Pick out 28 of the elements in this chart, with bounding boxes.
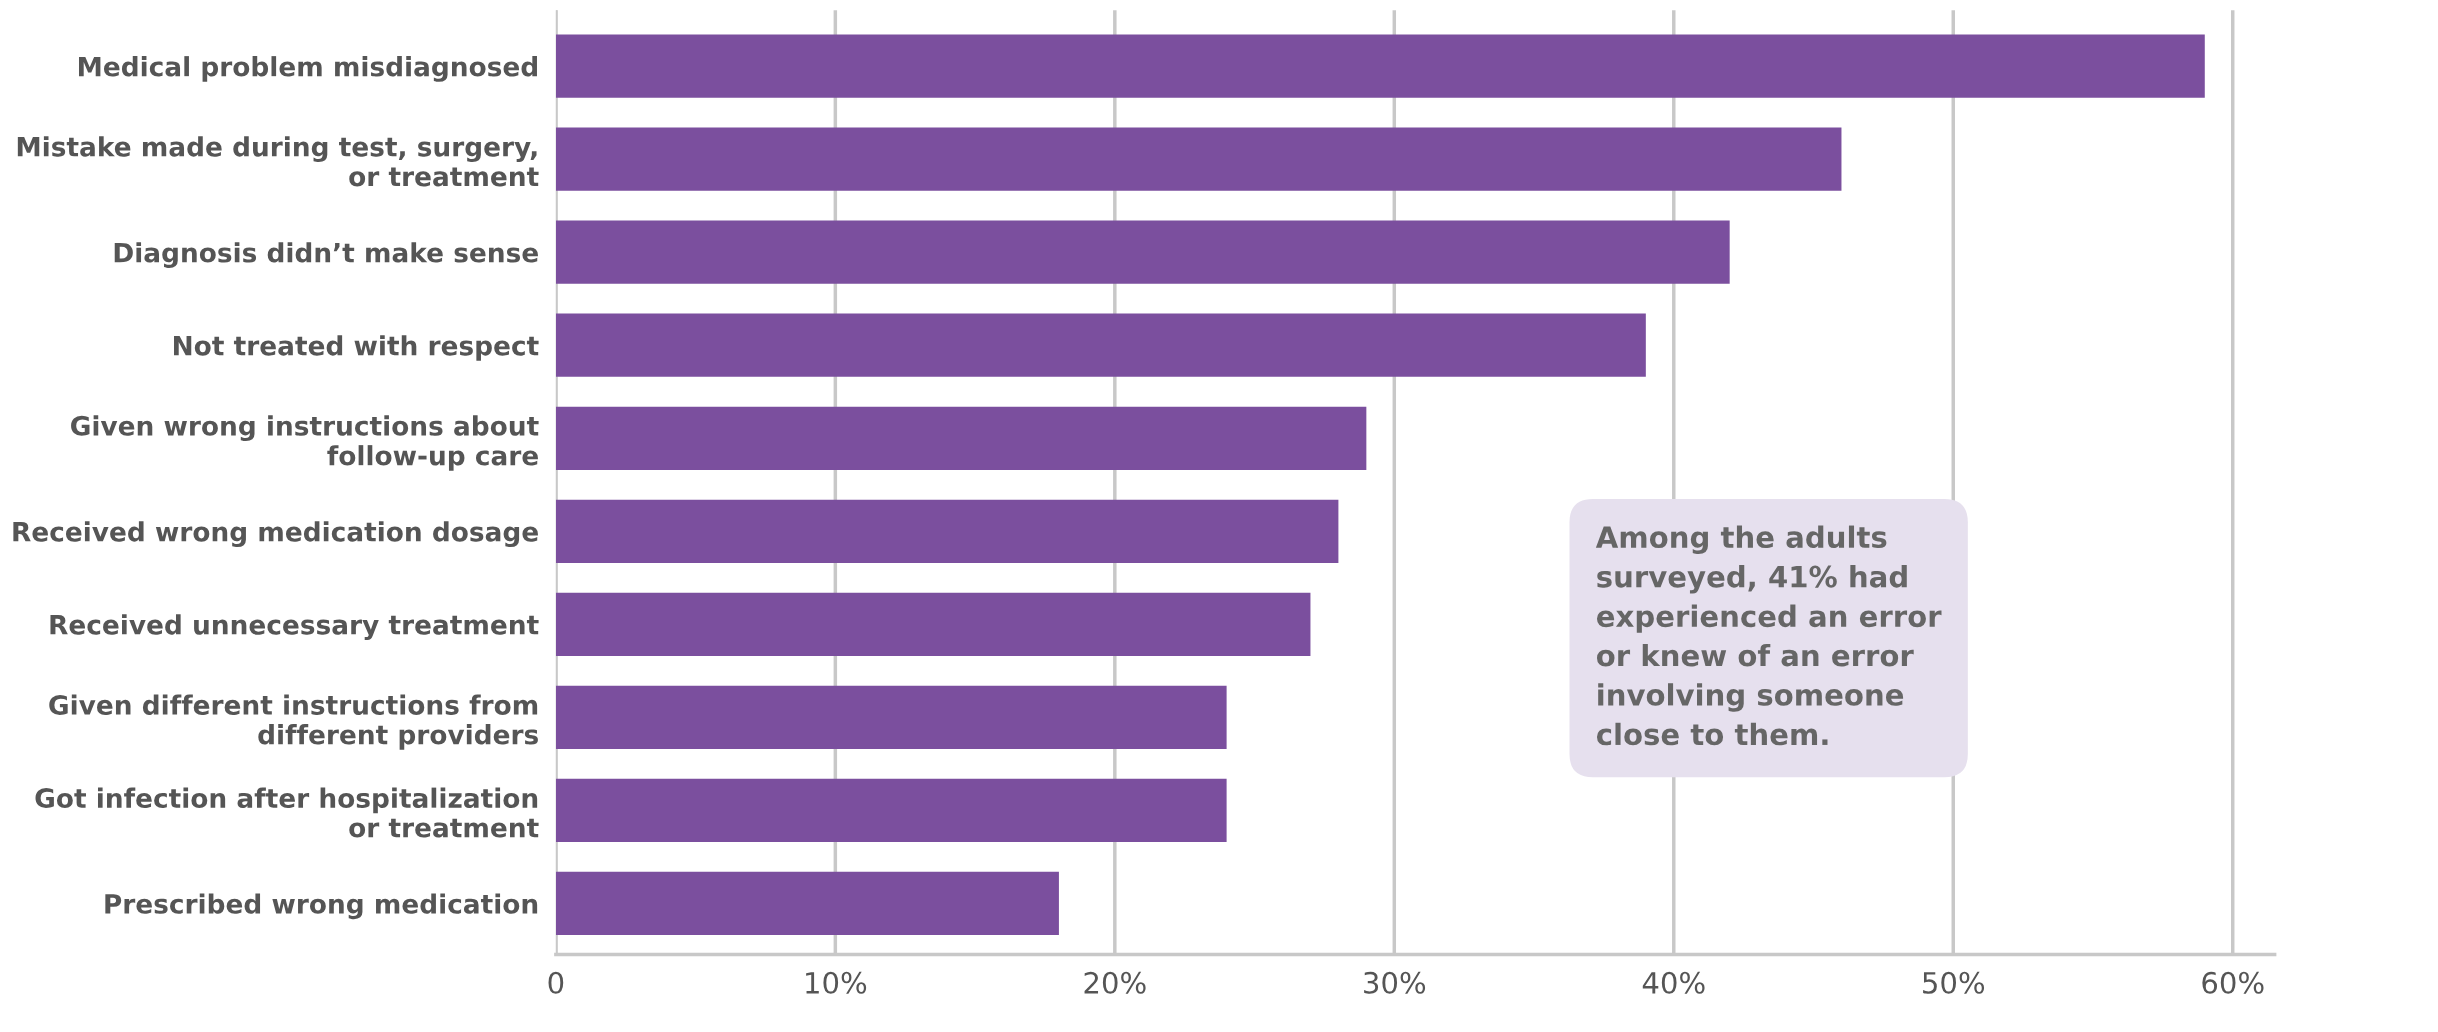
x-tick-label: 40% xyxy=(1642,971,1705,994)
bar xyxy=(555,34,2205,98)
x-tick-label: 0 xyxy=(548,971,564,994)
bar xyxy=(555,778,1227,843)
bar xyxy=(555,406,1367,470)
y-tick-label: Got infection after hospitalization or treatment xyxy=(35,787,539,838)
y-tick-label: Medical problem misdiagnosed xyxy=(79,56,537,82)
bar xyxy=(555,592,1311,656)
bar xyxy=(555,313,1646,377)
y-tick-label: Given different instructions from different providers xyxy=(49,694,538,750)
x-tick-label: 20% xyxy=(1084,971,1146,994)
y-tick-label: Mistake made during test, surgery, or treatment xyxy=(17,136,539,187)
x-tick-label: 10% xyxy=(806,971,867,994)
y-tick-label: Received unnecessary treatment xyxy=(50,614,539,641)
bar xyxy=(555,127,1842,191)
x-tick-label: 60% xyxy=(2202,971,2264,994)
bar xyxy=(555,685,1227,749)
bar xyxy=(555,871,1059,936)
y-tick-label: Prescribed wrong medication xyxy=(105,893,538,920)
x-tick-label: 30% xyxy=(1364,971,1426,994)
x-tick-label: 50% xyxy=(1923,971,1985,994)
y-tick-label: Received wrong medication dosage xyxy=(13,521,538,548)
y-tick-label: Diagnosis didn’t make sense xyxy=(114,242,538,268)
bar xyxy=(555,220,1730,284)
annotation: Among the adults surveyed, 41% had experienced an error or knew of an error involving someone close to them. xyxy=(1595,525,1942,746)
bar xyxy=(555,499,1339,563)
y-tick-label: Given wrong instructions about follow-up care xyxy=(71,415,539,471)
y-tick-label: Not treated with respect xyxy=(174,335,539,361)
